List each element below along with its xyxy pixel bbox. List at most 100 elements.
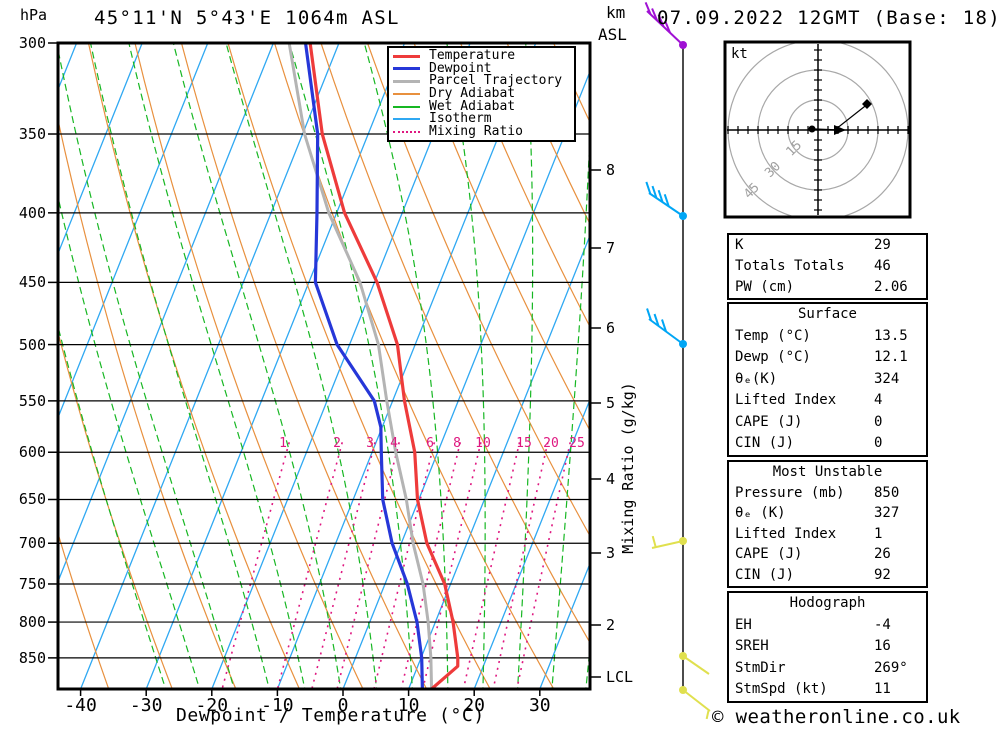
wind-barb xyxy=(679,652,710,675)
isotherm-line xyxy=(0,43,11,689)
wind-barb xyxy=(651,535,687,549)
stats-row: θₑ(K) 324 xyxy=(729,369,926,391)
wind-barb-tick xyxy=(651,185,658,199)
wind-barb xyxy=(645,181,687,220)
stats-row: CAPE (J) 0 xyxy=(729,412,926,434)
legend-item: Wet Adiabat xyxy=(389,100,574,113)
stats-panel-surface: Surface Temp (°C) 13.5 Dewp (°C) 12.1 θₑ(K) 32… xyxy=(727,302,928,457)
mixing-ratio-axis-title: Mixing Ratio (g/kg) xyxy=(619,382,637,554)
isotherm-line xyxy=(58,43,209,420)
legend-label: Temperature xyxy=(429,48,516,64)
isotherm-line xyxy=(407,233,590,689)
stats-value: 324 xyxy=(874,370,900,387)
storm-motion-line xyxy=(811,128,838,131)
copyright: © weatheronline.co.uk xyxy=(712,706,961,728)
hodograph-unit-label: kt xyxy=(731,46,748,62)
legend-label: Dry Adiabat xyxy=(429,86,516,102)
wind-barb-shaft xyxy=(651,540,684,549)
parcel-trajectory-curve xyxy=(287,43,434,689)
wet-adiabat-line xyxy=(58,324,167,689)
stats-label: Lifted Index xyxy=(735,525,837,542)
wind-barb-shaft xyxy=(682,689,711,712)
stats-value: 92 xyxy=(874,566,891,583)
legend-swatch-temperature xyxy=(393,54,420,58)
wet-adiabat-line xyxy=(58,194,201,689)
mixing-ratio-line xyxy=(462,442,521,688)
stats-value: 46 xyxy=(874,258,891,274)
stats-label: CAPE (J) xyxy=(735,413,803,430)
datetime-label: 07.09.2022 12GMT (Base: 18) xyxy=(657,7,1000,29)
wind-barb-tick xyxy=(705,709,710,720)
isotherm-line xyxy=(211,43,471,689)
stats-value: 1 xyxy=(874,525,883,542)
stats-panel: K 29 Totals Totals 46 PW (cm) 2.06 xyxy=(727,233,928,300)
dry-adiabat-line xyxy=(87,43,301,689)
km-axis-unit-label: km xyxy=(606,3,626,22)
wet-adiabat-line xyxy=(585,641,590,689)
wet-adiabat-line xyxy=(363,43,449,689)
legend-item: Mixing Ratio xyxy=(389,125,574,139)
stats-panel-header: Hodograph xyxy=(789,595,866,611)
isotherm-line xyxy=(79,43,340,689)
legend-item: Temperature xyxy=(389,48,574,64)
stats-row: EH -4 xyxy=(729,615,926,637)
mixing-ratio-line xyxy=(516,442,572,688)
stats-label: K xyxy=(735,237,744,253)
mixing-ratio-line xyxy=(400,442,462,688)
wet-adiabat-line xyxy=(89,43,270,689)
stats-value: 29 xyxy=(874,237,891,253)
hodograph-border xyxy=(723,40,912,219)
stats-value: 0 xyxy=(874,413,883,430)
legend-swatch-parcel-trajectory xyxy=(393,79,420,83)
wind-barb-tick xyxy=(644,2,652,15)
legend-label: Parcel Trajectory xyxy=(429,73,563,89)
stats-label: EH xyxy=(735,616,752,633)
wet-adiabat-line xyxy=(517,43,534,689)
mixing-ratio-line xyxy=(277,442,344,688)
mixing-ratio-line xyxy=(336,442,400,688)
wind-barb xyxy=(646,308,687,348)
stats-row: PW (cm) 2.06 xyxy=(729,277,926,298)
stats-value: 4 xyxy=(874,392,883,408)
stats-value: 850 xyxy=(874,484,900,501)
stats-label: θₑ(K) xyxy=(735,370,778,387)
dry-adiabat-line xyxy=(58,117,237,689)
stats-row: StmSpd (kt) 11 xyxy=(729,679,926,701)
stats-label: CAPE (J) xyxy=(735,546,803,563)
isotherm-line xyxy=(58,43,143,256)
wind-barb-tick xyxy=(646,308,652,321)
isotherm-line xyxy=(342,69,590,689)
stats-row: Lifted Index 1 xyxy=(729,524,926,545)
shear-vector-line xyxy=(835,102,870,130)
page-title: 45°11'N 5°43'E 1064m ASL xyxy=(94,7,400,29)
isotherm-line xyxy=(58,43,78,92)
mixing-ratio-line xyxy=(373,442,436,688)
temperature-axis-title: Dewpoint / Temperature (°C) xyxy=(176,705,485,726)
dewpoint-curve xyxy=(303,43,424,689)
stats-value: 13.5 xyxy=(874,327,908,344)
stats-value: -4 xyxy=(874,616,891,633)
legend-swatch-dry-adiabat xyxy=(393,93,420,96)
wind-barb-tick xyxy=(653,313,660,327)
stats-row: CAPE (J) 26 xyxy=(729,544,926,565)
stats-value: 16 xyxy=(874,638,891,654)
wind-barb-tick xyxy=(651,535,657,548)
legend-item: Isotherm xyxy=(389,112,574,126)
stats-row: K 29 xyxy=(729,235,926,256)
stats-row: Pressure (mb) 850 xyxy=(729,483,926,504)
plot-background xyxy=(0,43,590,692)
legend-label: Dewpoint xyxy=(429,60,492,76)
wind-barb-tick xyxy=(651,8,659,21)
stats-value: 11 xyxy=(874,681,891,697)
wet-adiabat-line xyxy=(225,43,378,689)
stats-value: 12.1 xyxy=(874,349,908,365)
stats-label: θₑ (K) xyxy=(735,505,786,522)
dry-adiabat-line xyxy=(0,43,46,692)
stats-row: StmDir 269° xyxy=(729,658,926,680)
stats-label: Temp (°C) xyxy=(735,327,811,344)
legend-item: Parcel Trajectory xyxy=(389,73,574,89)
stats-label: StmSpd (kt) xyxy=(735,681,828,697)
mixing-ratio-line xyxy=(422,442,482,688)
dry-adiabat-line xyxy=(58,330,173,689)
